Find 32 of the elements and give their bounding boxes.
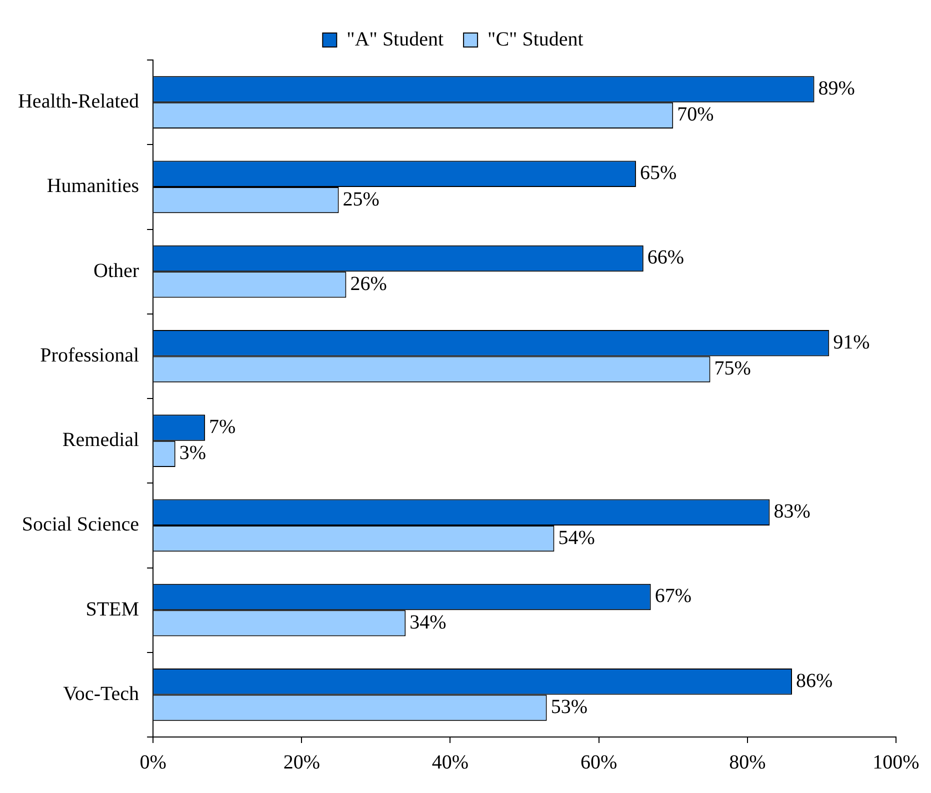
y-tick-label: Professional — [40, 344, 140, 366]
legend-label: "A" Student — [346, 28, 444, 50]
data-label: 75% — [714, 358, 751, 380]
legend-label: "C" Student — [488, 28, 584, 50]
data-label: 53% — [550, 696, 588, 718]
y-tick-label: Social Science — [22, 514, 140, 536]
data-label: 65% — [640, 162, 677, 184]
data-label: 67% — [654, 585, 692, 608]
x-tick-label: 60% — [580, 751, 618, 774]
data-label: 89% — [818, 77, 855, 100]
data-label: 86% — [796, 670, 833, 692]
data-label: 34% — [410, 611, 446, 634]
x-tick-label: 100% — [872, 751, 920, 774]
y-tick-label: Humanities — [46, 175, 140, 198]
data-label: 3% — [179, 442, 206, 464]
y-tick-label: Health-Related — [18, 90, 140, 113]
x-tick-label: 80% — [729, 751, 766, 774]
x-tick-label: 0% — [140, 751, 166, 774]
y-tick-label: Voc-Tech — [63, 682, 140, 705]
y-tick-label: STEM — [86, 598, 140, 620]
data-label: 83% — [774, 500, 810, 523]
x-tick-label: 40% — [432, 751, 469, 774]
x-tick-label: 20% — [283, 751, 320, 774]
data-label: 91% — [833, 331, 870, 354]
data-label: 25% — [342, 188, 380, 210]
data-label: 70% — [677, 104, 714, 126]
data-label: 7% — [209, 416, 236, 438]
data-label: 26% — [350, 272, 387, 295]
data-label: 54% — [558, 526, 595, 549]
y-tick-label: Remedial — [62, 429, 140, 452]
y-tick-label: Other — [94, 260, 140, 282]
data-label: 66% — [647, 246, 684, 269]
